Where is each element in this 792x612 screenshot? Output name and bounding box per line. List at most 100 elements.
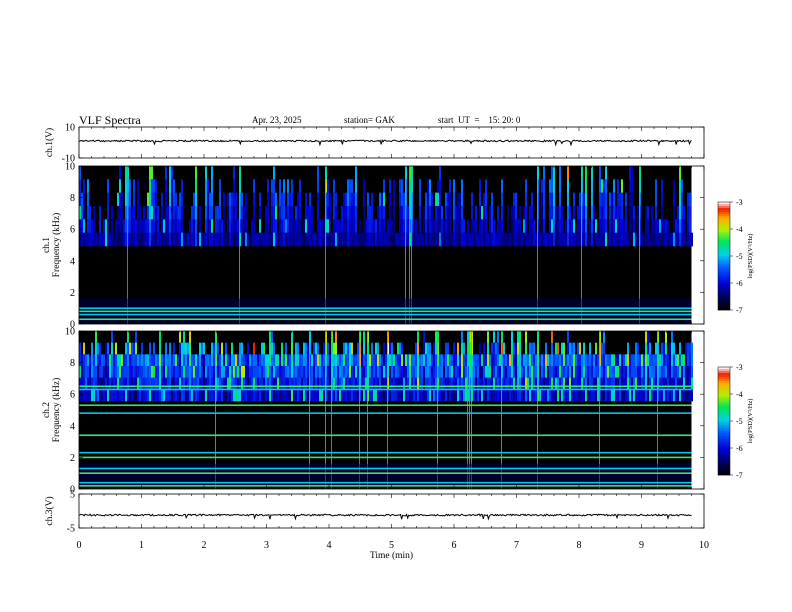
spectrogram-cell bbox=[443, 354, 445, 367]
spectrogram-cell bbox=[603, 389, 605, 402]
spectrogram-cell bbox=[135, 342, 137, 355]
spectrogram-cell bbox=[431, 192, 433, 207]
spectrogram-cell bbox=[155, 389, 157, 402]
spectrogram-cell bbox=[683, 389, 685, 402]
spectrogram-cell bbox=[375, 366, 377, 378]
spectrogram-cell bbox=[131, 232, 133, 247]
spectrogram-cell bbox=[457, 377, 459, 390]
spectrogram-cell bbox=[627, 366, 629, 378]
spectrogram-cell bbox=[363, 331, 365, 343]
spectrogram-cell bbox=[551, 219, 553, 233]
spectrogram-cell bbox=[327, 232, 329, 247]
spectrogram-cell bbox=[457, 354, 459, 367]
spectrogram-cell bbox=[119, 192, 121, 207]
spectrogram-cell bbox=[187, 342, 189, 355]
spectrogram-cell bbox=[655, 342, 657, 355]
spectrogram-cell bbox=[173, 389, 175, 402]
spectrogram-spike bbox=[127, 166, 128, 324]
spectrogram-cell bbox=[347, 377, 349, 390]
spectrogram-cell bbox=[601, 206, 603, 220]
spectrogram-cell bbox=[261, 377, 263, 390]
spectrogram-cell bbox=[429, 389, 431, 402]
spectrogram-cell bbox=[171, 232, 173, 247]
spectrogram-cell bbox=[673, 232, 675, 247]
spectrogram-cell bbox=[665, 331, 667, 343]
spectrogram-cell bbox=[153, 232, 155, 247]
spectrogram-cell bbox=[345, 354, 347, 367]
spectrogram-cell bbox=[131, 206, 133, 220]
spectrogram-cell bbox=[597, 354, 599, 367]
spectrogram-cell bbox=[317, 377, 319, 390]
spectrogram-cell bbox=[611, 389, 613, 402]
spectrogram-cell bbox=[233, 232, 235, 247]
spectrogram-cell bbox=[181, 354, 183, 367]
spectrogram-cell bbox=[559, 354, 561, 367]
panel-frame bbox=[78, 126, 705, 159]
spectrogram-cell bbox=[259, 389, 261, 402]
spectrogram-cell bbox=[393, 179, 395, 193]
spectrogram-cell bbox=[271, 342, 273, 355]
spectrogram-cell bbox=[163, 389, 165, 402]
spectrogram-cell bbox=[147, 389, 149, 402]
spectrogram-cell bbox=[559, 366, 561, 378]
spectrogram-cell bbox=[569, 354, 571, 367]
spectrogram-cell bbox=[203, 366, 205, 378]
spectrogram-cell bbox=[625, 206, 627, 220]
spectrogram-cell bbox=[491, 354, 493, 367]
spectrogram-cell bbox=[79, 342, 81, 355]
spectrogram-cell bbox=[423, 206, 425, 220]
spectrogram-cell bbox=[281, 232, 283, 247]
spectrogram-cell bbox=[147, 192, 149, 207]
spectrogram-cell bbox=[193, 354, 195, 367]
spectrogram-cell bbox=[177, 206, 179, 220]
spectrogram-cell bbox=[673, 377, 675, 390]
spectrogram-cell bbox=[533, 366, 535, 378]
spectrogram-cell bbox=[353, 377, 355, 390]
spectrogram-cell bbox=[329, 354, 331, 367]
spectrogram-cell bbox=[647, 389, 649, 402]
spectrogram-cell bbox=[199, 232, 201, 247]
spectrogram-cell bbox=[323, 377, 325, 390]
spectrogram-cell bbox=[255, 354, 257, 367]
spectrogram-cell bbox=[613, 389, 615, 402]
spectrogram-cell bbox=[203, 232, 205, 247]
spectrogram-cell bbox=[679, 354, 681, 367]
spectrogram-cell bbox=[439, 166, 441, 180]
spectrogram-cell bbox=[463, 219, 465, 233]
spectrogram-cell bbox=[165, 354, 167, 367]
spectrogram-cell bbox=[669, 232, 671, 247]
spectrogram-cell bbox=[429, 232, 431, 247]
spectrogram-cell bbox=[435, 354, 437, 367]
spectrogram-cell bbox=[205, 166, 207, 180]
spectrogram-cell bbox=[507, 377, 509, 390]
spectrogram-cell bbox=[253, 389, 255, 402]
spectrogram-cell bbox=[409, 354, 411, 367]
colorbar-cell bbox=[718, 375, 730, 378]
spectrogram-cell bbox=[333, 389, 335, 402]
spectrogram-cell bbox=[253, 354, 255, 367]
spectrogram-cell bbox=[345, 219, 347, 233]
spectrogram-cell bbox=[267, 206, 269, 220]
spectrogram-cell bbox=[347, 179, 349, 193]
spectrogram-cell bbox=[131, 389, 133, 402]
spectrogram-cell bbox=[105, 366, 107, 378]
spectrogram-cell bbox=[439, 192, 441, 207]
spectrogram-cell bbox=[503, 354, 505, 367]
spectrogram-cell bbox=[471, 192, 473, 207]
colorbar-cell bbox=[718, 383, 730, 386]
spectrogram-cell bbox=[355, 232, 357, 247]
spectrogram-cell bbox=[297, 342, 299, 355]
spectrogram-cell bbox=[589, 342, 591, 355]
spectrogram-cell bbox=[397, 389, 399, 402]
spectrogram-cell bbox=[571, 366, 573, 378]
spectrogram-cell bbox=[283, 389, 285, 402]
spectrogram-cell bbox=[423, 219, 425, 233]
spectrogram-cell bbox=[129, 206, 131, 220]
spectrogram-cell bbox=[227, 389, 229, 402]
spectrogram-cell bbox=[543, 166, 545, 180]
spectrogram-cell bbox=[317, 232, 319, 247]
x-axis-title: Time (min) bbox=[370, 550, 413, 561]
spectrogram-cell bbox=[665, 366, 667, 378]
spectrogram-cell bbox=[663, 354, 665, 367]
spectrogram-cell bbox=[571, 232, 573, 247]
